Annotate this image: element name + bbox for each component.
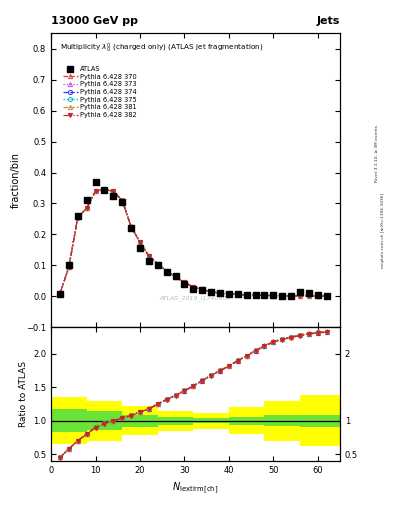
- Y-axis label: Ratio to ATLAS: Ratio to ATLAS: [18, 361, 28, 427]
- Text: 13000 GeV pp: 13000 GeV pp: [51, 15, 138, 26]
- Legend: ATLAS, Pythia 6.428 370, Pythia 6.428 373, Pythia 6.428 374, Pythia 6.428 375, P: ATLAS, Pythia 6.428 370, Pythia 6.428 37…: [63, 66, 137, 118]
- X-axis label: $N_{\mathrm{lextirm[ch]}}$: $N_{\mathrm{lextirm[ch]}}$: [173, 480, 219, 496]
- Text: Jets: Jets: [317, 15, 340, 26]
- Y-axis label: fraction/bin: fraction/bin: [11, 152, 20, 208]
- Text: Rivet 3.1.10, ≥ 3M events: Rivet 3.1.10, ≥ 3M events: [375, 125, 379, 182]
- Text: ATLAS_2019_I1740909: ATLAS_2019_I1740909: [160, 295, 231, 301]
- Text: mcplots.cern.ch [arXiv:1306.3436]: mcplots.cern.ch [arXiv:1306.3436]: [381, 193, 385, 268]
- Text: Multiplicity $\lambda_0^0$ (charged only) (ATLAS jet fragmentation): Multiplicity $\lambda_0^0$ (charged only…: [60, 42, 263, 55]
